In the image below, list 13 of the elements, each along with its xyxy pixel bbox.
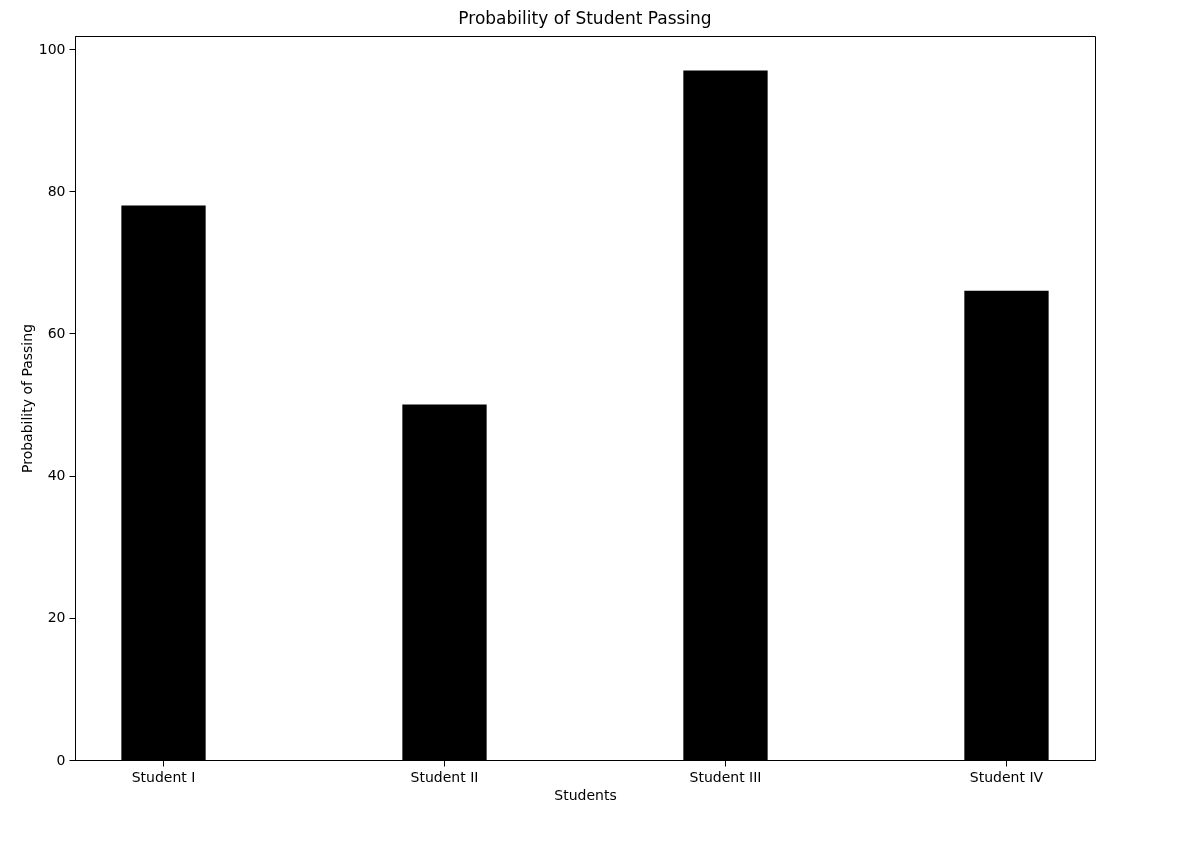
chart-title: Probability of Student Passing bbox=[458, 8, 712, 28]
y-tick-label: 100 bbox=[38, 40, 66, 57]
x-tick-label: Student III bbox=[689, 768, 762, 785]
y-tick-label: 40 bbox=[47, 467, 66, 484]
y-tick-label: 0 bbox=[56, 751, 66, 768]
y-tick-label: 60 bbox=[47, 324, 66, 341]
y-axis-title: Probability of Passing bbox=[18, 323, 35, 474]
x-tick-label: Student IV bbox=[969, 768, 1044, 785]
x-tick-label: Student II bbox=[410, 768, 479, 785]
x-tick-label: Student I bbox=[131, 768, 196, 785]
y-tick-label: 20 bbox=[47, 609, 66, 626]
y-tick-label: 80 bbox=[47, 182, 66, 199]
x-axis-title: Students bbox=[554, 786, 617, 803]
